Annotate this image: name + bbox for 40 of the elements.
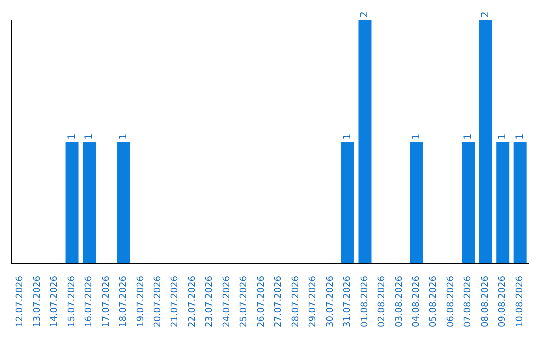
x-tick-label: 15.07.2026 — [67, 276, 78, 328]
x-tick-label: 13.07.2026 — [32, 276, 43, 328]
x-tick-label: 18.07.2026 — [119, 276, 130, 328]
data-label: 1 — [411, 134, 422, 140]
data-label: 1 — [118, 134, 130, 140]
x-tick-label: 05.08.2026 — [429, 276, 440, 328]
x-tick-label: 12.07.2026 — [16, 276, 26, 328]
x-tick-label: 24.07.2026 — [222, 276, 232, 328]
x-tick-label: 10.08.2026 — [515, 276, 526, 328]
x-tick-label: 25.07.2026 — [240, 276, 250, 328]
data-label: 1 — [342, 134, 354, 140]
x-tick-label: 29.07.2026 — [308, 276, 319, 328]
x-tick-label: 16.07.2026 — [84, 276, 95, 328]
x-tick-label: 19.07.2026 — [136, 276, 146, 328]
x-tick-label: 04.08.2026 — [412, 276, 422, 328]
x-tick-label: 31.07.2026 — [343, 276, 354, 328]
x-tick-label: 14.07.2026 — [50, 276, 60, 328]
data-label: 1 — [66, 134, 78, 140]
data-label: 1 — [498, 134, 509, 140]
x-tick-label: 07.08.2026 — [464, 276, 474, 328]
x-tick-label: 22.07.2026 — [188, 276, 198, 328]
x-tick-label: 28.07.2026 — [291, 276, 302, 328]
x-tick-label: 01.08.2026 — [360, 276, 370, 328]
x-tick-label: 02.08.2026 — [378, 276, 388, 328]
x-tick-label: 09.08.2026 — [498, 276, 508, 328]
x-tick-label: 17.07.2026 — [102, 276, 112, 328]
x-tick-label: 21.07.2026 — [170, 276, 181, 328]
data-label: 2 — [360, 12, 371, 18]
x-tick-label: 30.07.2026 — [326, 276, 336, 328]
data-label: 1 — [84, 134, 95, 140]
x-tick-label: 23.07.2026 — [205, 276, 216, 328]
x-tick-label: 06.08.2026 — [446, 276, 456, 328]
x-tick-label: 26.07.2026 — [256, 276, 267, 328]
x-tick-label: 03.08.2026 — [394, 276, 405, 328]
data-label: 1 — [463, 134, 474, 140]
data-label: 1 — [514, 134, 526, 140]
x-tick-label: 27.07.2026 — [274, 276, 284, 328]
x-tick-label: 08.08.2026 — [480, 276, 491, 328]
x-tick-label: 20.07.2026 — [153, 276, 164, 328]
data-label: 2 — [480, 12, 492, 18]
